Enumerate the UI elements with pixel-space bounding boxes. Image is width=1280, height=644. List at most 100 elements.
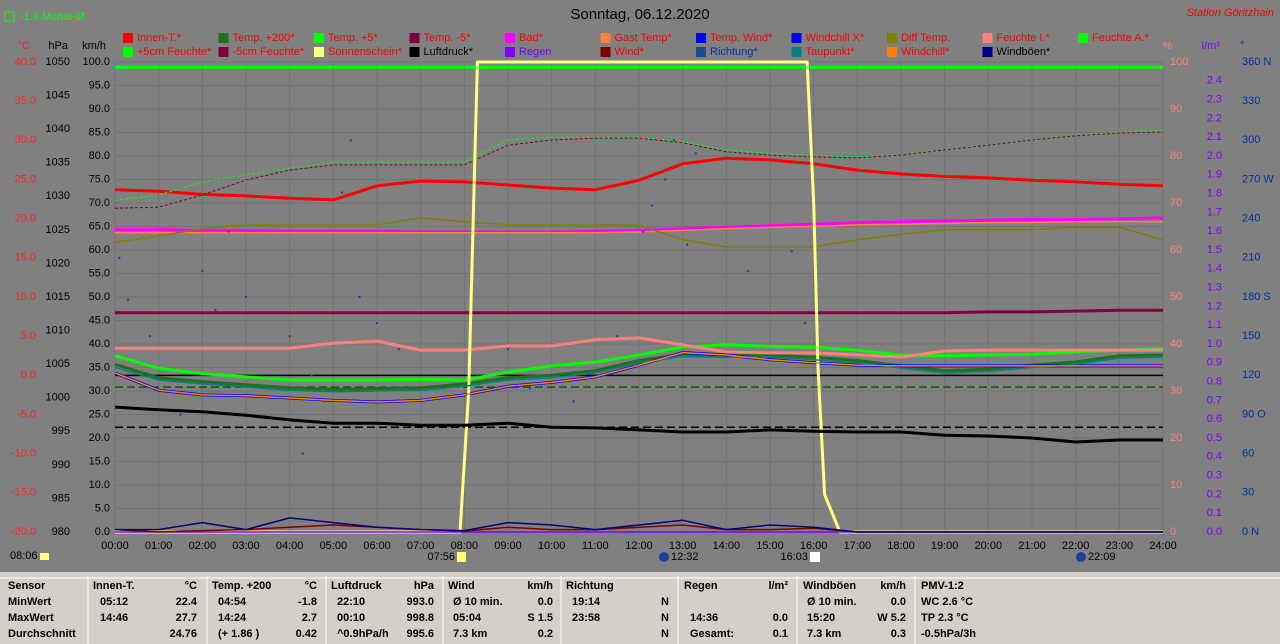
axis-unit: % (1162, 40, 1172, 52)
scatter-point (201, 269, 204, 272)
legend-swatch (314, 33, 324, 43)
scatter-point (507, 348, 509, 351)
table-cell: N (661, 628, 669, 640)
series-line (114, 355, 1164, 393)
x-tick-label: 07:00 (407, 540, 435, 552)
scatter-point (358, 296, 361, 298)
event-label: 12:32 (671, 551, 699, 563)
scatter-point (747, 269, 750, 272)
station: Station Göritzhain (1187, 7, 1274, 19)
y-tick-label: 1045 (46, 89, 70, 101)
y-tick-label: 1.4 (1207, 263, 1222, 275)
y-tick-label: 95.0 (89, 79, 110, 91)
axis-unit: ° (1240, 40, 1244, 52)
x-tick-label: 24:00 (1149, 540, 1177, 552)
x-tick-label: 23:00 (1106, 540, 1134, 552)
table-cell: 24.76 (169, 628, 197, 640)
y-tick-label: 1035 (46, 157, 70, 169)
legend-label: Windböen* (997, 46, 1052, 58)
scatter-point (148, 335, 151, 338)
scatter-point (323, 400, 326, 403)
table-cell: 0.3 (891, 628, 906, 640)
scatter-point (664, 178, 667, 181)
table-cell: S 1.5 (527, 612, 553, 624)
x-tick-label: 05:00 (320, 540, 348, 552)
legend-label: Wind* (615, 46, 645, 58)
y-tick-label: 1050 (46, 56, 70, 68)
y-tick-label: 0.8 (1207, 376, 1222, 388)
scatter-point (179, 413, 182, 416)
table-cell: 19:14 (572, 596, 601, 608)
legend-swatch (791, 33, 802, 43)
y-tick-label: 0.7 (1207, 394, 1222, 406)
legend-label: Temp. +5* (328, 32, 379, 44)
legend-swatch (123, 33, 133, 43)
y-tick-label: 1.8 (1207, 188, 1222, 200)
axis-unit: °C (18, 40, 30, 52)
table-cell: W 5.2 (877, 612, 906, 624)
series-line (114, 343, 1164, 382)
axis-unit: hPa (48, 40, 68, 52)
table-cell: 05:12 (100, 596, 128, 608)
table-cell: 0.0 (773, 612, 788, 624)
legend-label: Innen-T.* (137, 32, 182, 44)
y-tick-label: 55.0 (89, 267, 110, 279)
y-tick-label: 30 (1170, 385, 1182, 397)
table-cell: Durchschnitt (8, 628, 76, 640)
scatter-point (310, 374, 313, 377)
table-header: km/h (527, 580, 553, 592)
legend-label: -5cm Feuchte* (233, 46, 305, 58)
table-cell: 0.42 (296, 628, 317, 640)
event-label: 07:56 (427, 551, 455, 563)
scatter-point (127, 298, 130, 301)
table-header: Regen (684, 580, 718, 592)
table-cell: TP 2.3 °C (921, 612, 969, 624)
y-tick-label: 30.0 (15, 134, 36, 146)
table-cell: 2.7 (302, 612, 317, 624)
table-header: Temp. +200 (212, 580, 271, 592)
table-cell: 0.0 (538, 596, 553, 608)
table-cell: 15:20 (807, 612, 835, 624)
legend-label: Temp. -5* (424, 32, 472, 44)
scatter-point (790, 250, 793, 253)
table-cell: 27.7 (176, 612, 197, 624)
scatter-point (528, 387, 531, 390)
y-tick-label: 1015 (46, 291, 70, 303)
y-tick-label: 1040 (46, 123, 70, 135)
legend-swatch (1078, 33, 1088, 43)
legend-label: Temp. Wind* (710, 32, 773, 44)
table-background (0, 572, 1280, 644)
legend-swatch (314, 47, 324, 57)
scatter-point (642, 230, 645, 233)
y-tick-label: 0.2 (1207, 488, 1222, 500)
y-tick-label: 120 (1242, 369, 1260, 381)
x-tick-label: 20:00 (975, 540, 1003, 552)
table-header: Wind (448, 580, 475, 592)
y-tick-label: 1010 (46, 324, 70, 336)
y-tick-label: 240 (1242, 213, 1260, 225)
x-tick-label: 08:00 (451, 540, 479, 552)
legend-label: Richtung* (710, 46, 758, 58)
legend-swatch (791, 47, 802, 57)
moon-icon (1076, 552, 1086, 562)
series-line (115, 517, 1163, 533)
y-tick-label: 70.0 (89, 197, 110, 209)
y-tick-label: 40 (1170, 338, 1182, 350)
legend-swatch (696, 33, 706, 43)
y-tick-label: 0.5 (1207, 432, 1222, 444)
table-cell: 22:10 (337, 596, 365, 608)
axis-unit: l/m² (1202, 40, 1221, 52)
x-tick-label: 06:00 (363, 540, 391, 552)
y-tick-label: 5.0 (21, 330, 36, 342)
y-tick-label: -15.0 (11, 487, 36, 499)
table-cell: N (661, 612, 669, 624)
table-cell: 05:04 (453, 612, 482, 624)
y-tick-label: 0.0 (95, 526, 110, 538)
y-tick-label: 1.2 (1207, 300, 1222, 312)
table-cell: 998.8 (406, 612, 434, 624)
y-tick-label: 10.0 (89, 479, 110, 491)
table-header: °C (305, 580, 317, 592)
series-line (114, 131, 1164, 209)
plot-area (114, 60, 1164, 534)
